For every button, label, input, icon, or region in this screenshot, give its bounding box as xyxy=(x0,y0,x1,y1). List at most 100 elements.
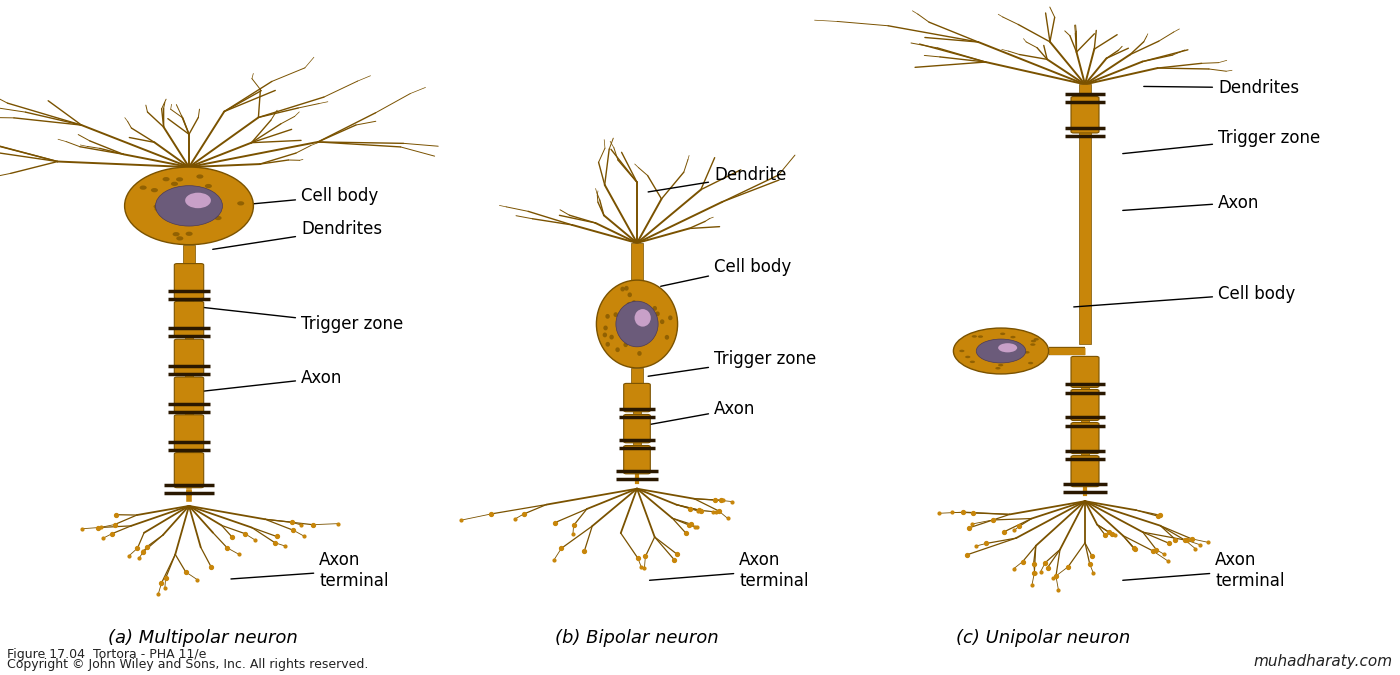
Bar xyxy=(631,368,643,385)
Ellipse shape xyxy=(185,192,211,208)
Bar xyxy=(1081,452,1089,457)
Ellipse shape xyxy=(203,212,210,217)
Ellipse shape xyxy=(1030,344,1036,346)
FancyBboxPatch shape xyxy=(1071,97,1099,133)
Ellipse shape xyxy=(602,333,608,338)
Ellipse shape xyxy=(161,204,168,208)
Ellipse shape xyxy=(154,205,161,209)
Ellipse shape xyxy=(637,323,641,328)
Ellipse shape xyxy=(959,350,965,352)
Text: Copyright © John Wiley and Sons, Inc. All rights reserved.: Copyright © John Wiley and Sons, Inc. Al… xyxy=(7,658,368,672)
Ellipse shape xyxy=(176,209,185,213)
Text: Axon: Axon xyxy=(648,400,756,425)
Text: Axon: Axon xyxy=(203,369,343,391)
Bar xyxy=(185,335,193,341)
Ellipse shape xyxy=(596,280,678,368)
Text: Axon: Axon xyxy=(1123,194,1260,211)
Ellipse shape xyxy=(630,329,634,333)
FancyBboxPatch shape xyxy=(175,264,204,299)
Text: Cell body: Cell body xyxy=(1074,285,1295,307)
Ellipse shape xyxy=(652,306,657,311)
Bar xyxy=(630,243,644,280)
FancyBboxPatch shape xyxy=(175,415,204,450)
Ellipse shape xyxy=(631,300,636,305)
Bar xyxy=(183,245,195,265)
Ellipse shape xyxy=(204,206,211,210)
Ellipse shape xyxy=(659,319,665,324)
Text: (a) Multipolar neuron: (a) Multipolar neuron xyxy=(108,629,298,647)
Ellipse shape xyxy=(616,301,658,347)
FancyBboxPatch shape xyxy=(175,302,204,337)
Ellipse shape xyxy=(1000,333,1005,335)
Ellipse shape xyxy=(188,188,195,192)
Ellipse shape xyxy=(176,178,183,182)
FancyBboxPatch shape xyxy=(175,340,204,375)
Ellipse shape xyxy=(603,325,608,330)
Ellipse shape xyxy=(995,367,1001,369)
Bar xyxy=(185,411,193,416)
Ellipse shape xyxy=(1002,342,1008,344)
Ellipse shape xyxy=(1014,342,1019,344)
Ellipse shape xyxy=(154,207,161,211)
Ellipse shape xyxy=(172,205,179,209)
Ellipse shape xyxy=(643,327,647,332)
Ellipse shape xyxy=(196,174,203,179)
Ellipse shape xyxy=(157,200,164,205)
Text: Trigger zone: Trigger zone xyxy=(1123,130,1320,154)
Ellipse shape xyxy=(613,313,617,317)
Ellipse shape xyxy=(990,342,994,345)
FancyBboxPatch shape xyxy=(175,377,204,412)
Ellipse shape xyxy=(986,351,991,354)
Ellipse shape xyxy=(181,213,188,217)
Ellipse shape xyxy=(181,190,188,194)
Ellipse shape xyxy=(176,236,183,240)
Ellipse shape xyxy=(162,177,169,182)
Ellipse shape xyxy=(997,352,1002,355)
Ellipse shape xyxy=(1015,347,1019,350)
Ellipse shape xyxy=(1030,340,1036,342)
Ellipse shape xyxy=(998,364,1004,367)
Ellipse shape xyxy=(965,356,970,358)
Ellipse shape xyxy=(200,202,207,207)
FancyBboxPatch shape xyxy=(1071,423,1099,454)
Text: Axon
terminal: Axon terminal xyxy=(1123,551,1285,590)
Ellipse shape xyxy=(172,232,179,236)
Ellipse shape xyxy=(998,343,1018,352)
Ellipse shape xyxy=(634,309,651,327)
Ellipse shape xyxy=(977,335,983,338)
Ellipse shape xyxy=(605,314,610,319)
Ellipse shape xyxy=(1007,350,1012,352)
Text: Dendrites: Dendrites xyxy=(1144,79,1299,97)
Ellipse shape xyxy=(668,315,672,320)
Ellipse shape xyxy=(179,189,186,194)
Ellipse shape xyxy=(972,335,977,338)
Text: Cell body: Cell body xyxy=(234,187,378,206)
Text: (b) Bipolar neuron: (b) Bipolar neuron xyxy=(556,629,718,647)
FancyBboxPatch shape xyxy=(1071,356,1099,387)
Ellipse shape xyxy=(655,311,659,316)
Ellipse shape xyxy=(624,286,629,291)
Ellipse shape xyxy=(991,360,997,362)
FancyBboxPatch shape xyxy=(1071,456,1099,487)
Ellipse shape xyxy=(1025,351,1029,354)
Bar xyxy=(1081,419,1089,424)
Ellipse shape xyxy=(606,342,610,347)
Ellipse shape xyxy=(970,360,974,363)
Bar xyxy=(185,373,193,379)
Bar xyxy=(185,298,193,303)
Ellipse shape xyxy=(214,216,221,220)
Ellipse shape xyxy=(609,335,613,340)
Ellipse shape xyxy=(1033,338,1039,341)
Bar xyxy=(633,441,641,447)
Bar xyxy=(1081,386,1089,391)
Text: Axon
terminal: Axon terminal xyxy=(650,551,809,590)
Ellipse shape xyxy=(638,319,643,323)
Ellipse shape xyxy=(237,201,244,205)
Bar xyxy=(185,449,193,454)
Text: Figure 17.04  Tortora - PHA 11/e: Figure 17.04 Tortora - PHA 11/e xyxy=(7,648,206,662)
Ellipse shape xyxy=(1011,344,1015,347)
Text: muhadharaty.com: muhadharaty.com xyxy=(1254,654,1393,669)
Text: Trigger zone: Trigger zone xyxy=(203,307,403,333)
Ellipse shape xyxy=(623,342,627,347)
FancyBboxPatch shape xyxy=(624,414,650,443)
